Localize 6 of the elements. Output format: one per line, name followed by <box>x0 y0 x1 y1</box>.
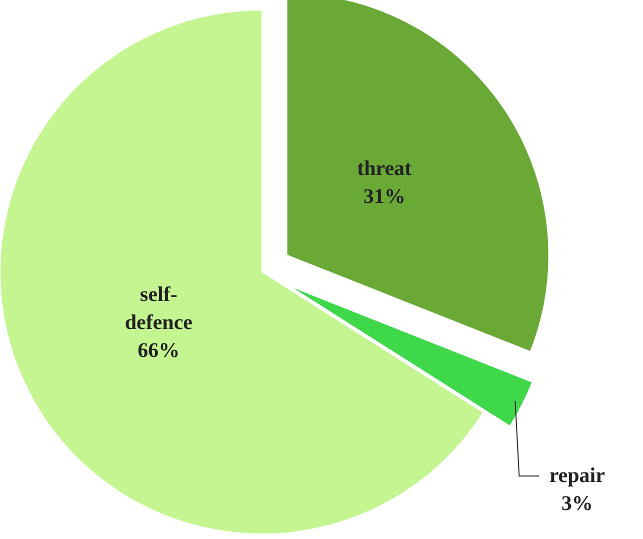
data-label: 66% <box>138 338 180 362</box>
data-label: 3% <box>561 490 593 515</box>
data-label: 31% <box>363 184 406 208</box>
slice-label: repair <box>549 462 605 487</box>
slice-label: threat <box>357 156 412 180</box>
slice-label: self-defence <box>124 282 193 334</box>
